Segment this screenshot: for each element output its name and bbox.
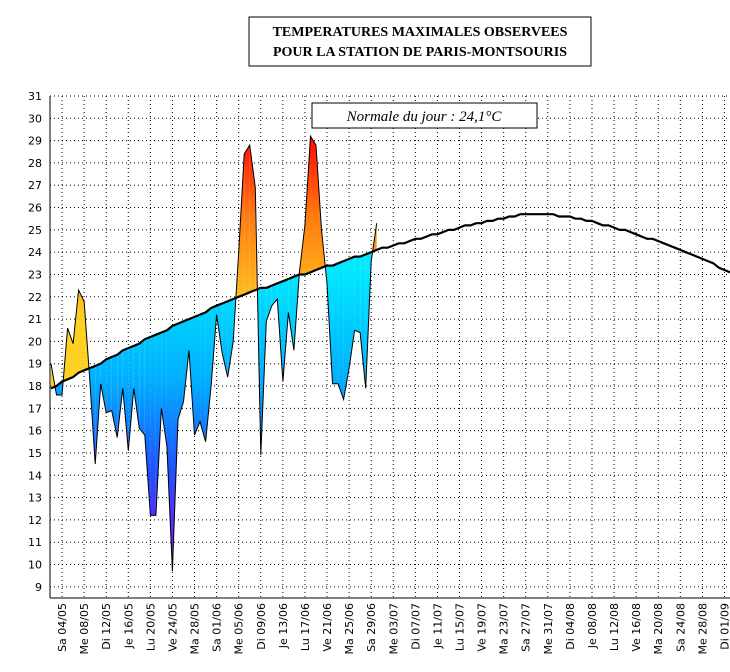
temperature-fill [150,334,156,516]
y-tick-label: 20 [28,335,42,348]
temperature-fill [266,285,272,322]
temperature-fill [106,357,112,413]
temperature-fill [288,276,294,351]
temperature-fill [360,254,366,389]
x-tick-label: Di 01/09 [718,603,730,650]
observed-line [50,134,378,572]
x-tick-label: Je 16/05 [122,603,135,649]
y-tick-label: 30 [28,112,42,125]
y-tick-label: 19 [28,358,42,371]
plot-area: 9 10 11 12 13 14 15 16 17 18 19 20 21 22 23 24 25 26 27 28 2… [28,90,730,654]
temperature-fill [205,307,212,442]
temperature-fill [172,323,178,572]
temperature-fill [144,336,151,516]
x-tick-label: Me 08/05 [78,603,91,654]
temperature-fill [117,350,123,438]
temperature-fill [343,258,350,400]
normal-line [50,213,730,390]
temperature-fill [200,312,206,442]
temperature-fill [315,145,322,271]
title-box [248,16,592,67]
temperature-fill [133,343,140,429]
y-tick-label: 9 [35,581,42,594]
y-tick-label: 21 [28,313,42,326]
temperature-fill [238,154,245,297]
temperature-fill [139,339,145,436]
y-tick-label: 14 [28,469,42,482]
annotation-box [311,102,538,129]
temperature-fill [166,325,173,572]
x-tick-label: Sa 29/06 [365,603,378,652]
x-tick-label: Ma 25/06 [343,603,356,654]
y-tick-label: 25 [28,224,42,237]
x-tick-label: Sa 24/08 [674,603,687,652]
y-tick-label: 23 [28,268,42,281]
x-tick-label: Lu 17/06 [299,603,312,651]
temperature-fill [304,136,311,275]
x-tick-label: Ve 16/08 [630,603,643,652]
temperature-fill [338,261,344,400]
y-tick-label: 28 [28,157,42,170]
x-tick-label: Sa 27/07 [520,603,533,652]
y-tick-label: 31 [28,90,42,103]
temperature-fill [100,359,107,413]
temperature-fill [122,348,129,451]
x-tick-label: Lu 12/08 [608,603,621,651]
chart-title: TEMPERATURES MAXIMALES OBSERVEES [273,25,568,40]
temperature-fill [349,256,355,369]
x-tick-label: Di 04/08 [564,603,577,650]
temperature-fill [249,145,256,293]
y-tick-label: 27 [28,179,42,192]
x-tick-label: Je 13/06 [277,603,290,649]
x-tick-label: Me 05/06 [233,603,246,654]
temperature-fill [194,314,201,436]
y-tick-label: 26 [28,202,42,215]
x-tick-label: Ma 20/08 [652,603,665,654]
x-tick-label: Sa 04/05 [56,603,69,652]
temperature-fill [183,319,190,402]
x-tick-label: Ve 24/05 [166,603,179,652]
x-tick-label: Lu 15/07 [454,603,467,651]
y-tick-label: 12 [28,514,42,527]
temperature-fill [177,321,184,420]
y-tick-label: 10 [28,559,42,572]
x-tick-label: Ve 21/06 [321,603,334,652]
y-tick-label: 13 [28,492,42,505]
temperature-fill [310,136,316,273]
x-tick-label: Ma 28/05 [189,603,202,654]
x-tick-label: Di 12/05 [100,603,113,650]
x-tick-label: Me 28/08 [696,603,709,654]
y-tick-label: 11 [28,536,42,549]
x-tick-label: Di 07/07 [409,603,422,650]
x-tick-label: Me 31/07 [542,603,555,654]
x-tick-label: Je 08/08 [586,603,599,649]
chart-subtitle: POUR LA STATION DE PARIS-MONTSOURIS [273,45,567,60]
temperature-fill [332,263,339,384]
y-tick-label: 18 [28,380,42,393]
y-tick-label: 17 [28,402,42,415]
y-tick-label: 29 [28,135,42,148]
temperature-fill [78,290,85,373]
temperature-fill [282,278,289,382]
x-tick-label: Me 03/07 [387,603,400,654]
x-tick-label: Ve 19/07 [476,603,489,652]
temperature-fill [73,290,79,378]
x-tick-label: Lu 20/05 [144,603,157,651]
y-tick-label: 22 [28,291,42,304]
temperature-fill [227,299,234,378]
annotation: Normale du jour : 24,1°C [346,109,503,125]
temperature-fill [128,345,134,451]
x-tick-label: Di 09/06 [255,603,268,650]
x-tick-label: Sa 01/06 [211,603,224,652]
y-tick-label: 24 [28,246,42,259]
temperature-fill [354,256,361,333]
x-tick-label: Je 11/07 [431,603,444,649]
temperature-fill [155,332,162,516]
y-tick-label: 16 [28,425,42,438]
temperature-fill [244,145,250,295]
y-tick-label: 15 [28,447,42,460]
x-tick-label: Ma 23/07 [498,603,511,654]
temperature-fill [189,316,195,436]
